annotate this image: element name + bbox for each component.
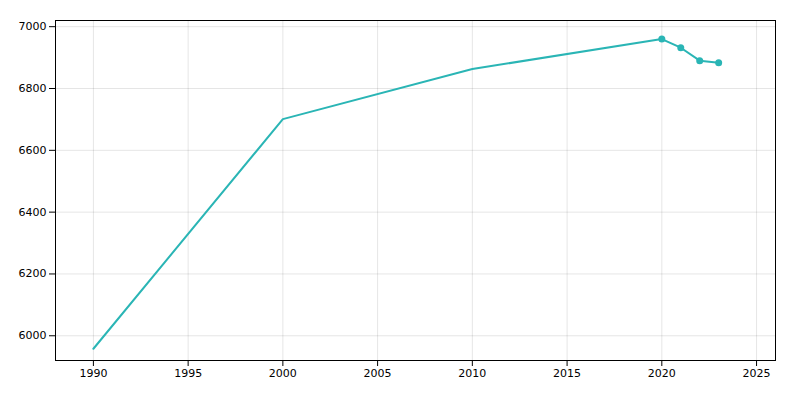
- svg-text:2005: 2005: [364, 367, 392, 380]
- svg-text:2020: 2020: [648, 367, 676, 380]
- svg-text:2025: 2025: [743, 367, 771, 380]
- svg-text:6200: 6200: [19, 267, 47, 280]
- svg-text:7000: 7000: [19, 20, 47, 33]
- svg-text:1995: 1995: [174, 367, 202, 380]
- svg-text:2010: 2010: [458, 367, 486, 380]
- svg-text:2000: 2000: [269, 367, 297, 380]
- svg-text:6800: 6800: [19, 82, 47, 95]
- svg-text:6400: 6400: [19, 206, 47, 219]
- svg-text:1990: 1990: [79, 367, 107, 380]
- svg-text:6000: 6000: [19, 329, 47, 342]
- svg-text:2015: 2015: [553, 367, 581, 380]
- svg-text:6600: 6600: [19, 144, 47, 157]
